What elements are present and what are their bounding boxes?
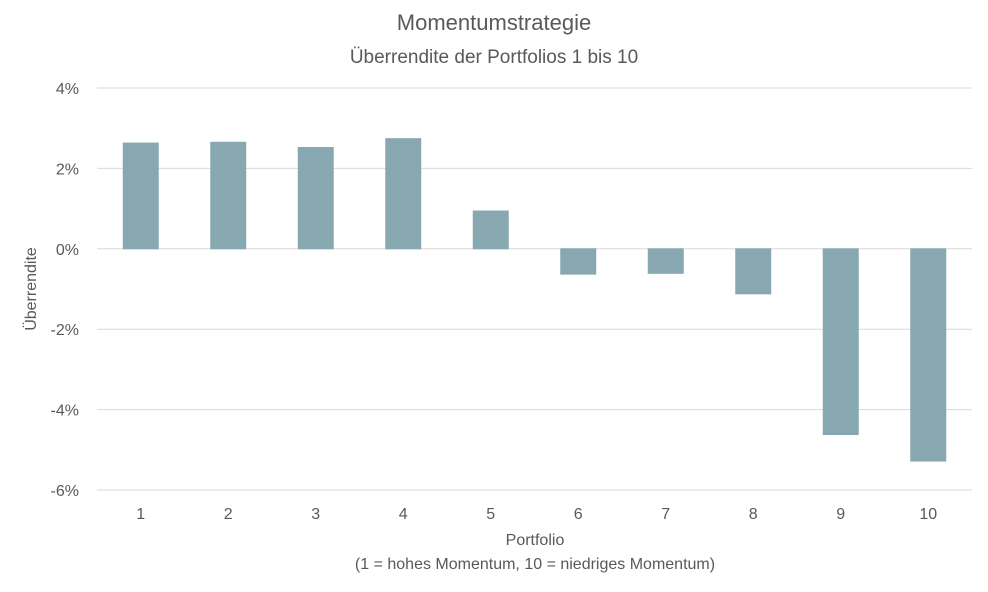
bar-portfolio-5 xyxy=(472,210,509,250)
x-tick-label: 5 xyxy=(486,506,495,523)
y-tick-label: 2% xyxy=(56,161,79,178)
bars xyxy=(122,138,947,462)
x-tick-label: 10 xyxy=(919,506,937,523)
x-tick-label: 4 xyxy=(399,506,408,523)
y-tick-label: -2% xyxy=(51,322,79,339)
x-axis-label: Portfolio xyxy=(506,532,565,549)
bar-portfolio-6 xyxy=(560,248,597,275)
x-tick-label: 2 xyxy=(224,506,233,523)
x-tick-label: 8 xyxy=(749,506,758,523)
bar-portfolio-9 xyxy=(822,248,859,436)
y-tick-label: -6% xyxy=(51,483,79,500)
bar-portfolio-4 xyxy=(385,138,422,250)
x-tick-label: 9 xyxy=(836,506,845,523)
y-tick-label: 4% xyxy=(56,81,79,98)
y-axis-label: Überrendite xyxy=(22,247,40,331)
bar-portfolio-3 xyxy=(297,146,334,250)
chart-subtitle: Überrendite der Portfolios 1 bis 10 xyxy=(350,47,638,68)
x-tick-label: 1 xyxy=(136,506,145,523)
x-axis-tick-labels: 1 2 3 4 5 6 7 8 9 10 xyxy=(136,506,937,523)
bar-portfolio-2 xyxy=(210,141,247,250)
y-tick-label: -4% xyxy=(51,403,79,420)
x-axis-note: (1 = hohes Momentum, 10 = niedriges Mome… xyxy=(355,556,715,573)
chart-title: Momentumstrategie xyxy=(397,10,591,35)
x-tick-label: 3 xyxy=(311,506,320,523)
x-tick-label: 6 xyxy=(574,506,583,523)
y-axis-tick-labels: 4% 2% 0% -2% -4% -6% xyxy=(51,81,79,500)
bar-portfolio-1 xyxy=(122,142,159,250)
bar-portfolio-7 xyxy=(647,248,684,274)
bar-portfolio-8 xyxy=(735,248,772,295)
bar-portfolio-10 xyxy=(910,248,947,462)
y-tick-label: 0% xyxy=(56,242,79,259)
x-tick-label: 7 xyxy=(661,506,670,523)
